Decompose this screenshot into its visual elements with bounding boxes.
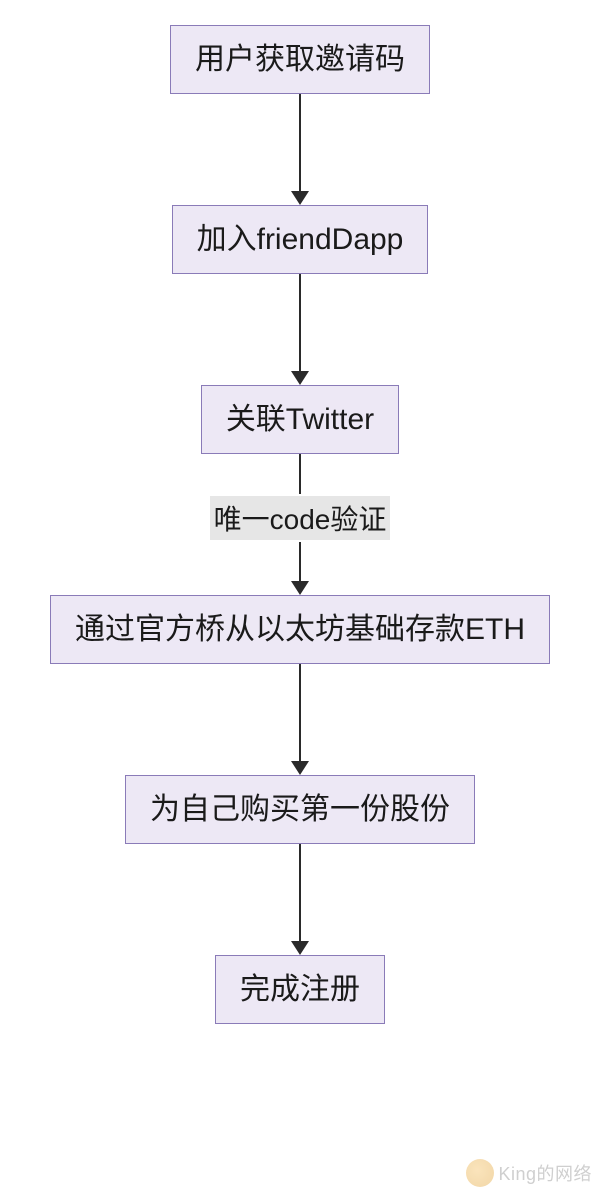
arrow-3: 唯一code验证	[210, 454, 391, 595]
arrow-5	[291, 844, 309, 955]
arrow-1-line	[299, 94, 302, 192]
node-buy-first-share: 为自己购买第一份股份	[125, 775, 475, 844]
arrow-4	[291, 664, 309, 775]
node-deposit-eth: 通过官方桥从以太坊基础存款ETH	[50, 595, 550, 664]
edge-label-code-verify: 唯一code验证	[210, 496, 391, 540]
arrow-4-head	[291, 761, 309, 775]
arrow-5-line	[299, 844, 302, 942]
arrow-1-head	[291, 191, 309, 205]
node-get-invite-code: 用户获取邀请码	[170, 25, 430, 94]
arrow-1	[291, 94, 309, 205]
node-link-twitter: 关联Twitter	[201, 385, 399, 454]
node-complete-register: 完成注册	[215, 955, 385, 1024]
arrow-3-line-before	[299, 454, 302, 494]
arrow-2-head	[291, 371, 309, 385]
arrow-3-line-after	[299, 542, 302, 582]
arrow-2	[291, 274, 309, 385]
flowchart-container: 用户获取邀请码 加入friendDapp 关联Twitter 唯一code验证 …	[0, 0, 600, 1193]
arrow-4-line	[299, 664, 302, 762]
node-join-frienddapp: 加入friendDapp	[172, 205, 429, 274]
arrow-2-line	[299, 274, 302, 372]
arrow-3-head	[291, 581, 309, 595]
arrow-5-head	[291, 941, 309, 955]
